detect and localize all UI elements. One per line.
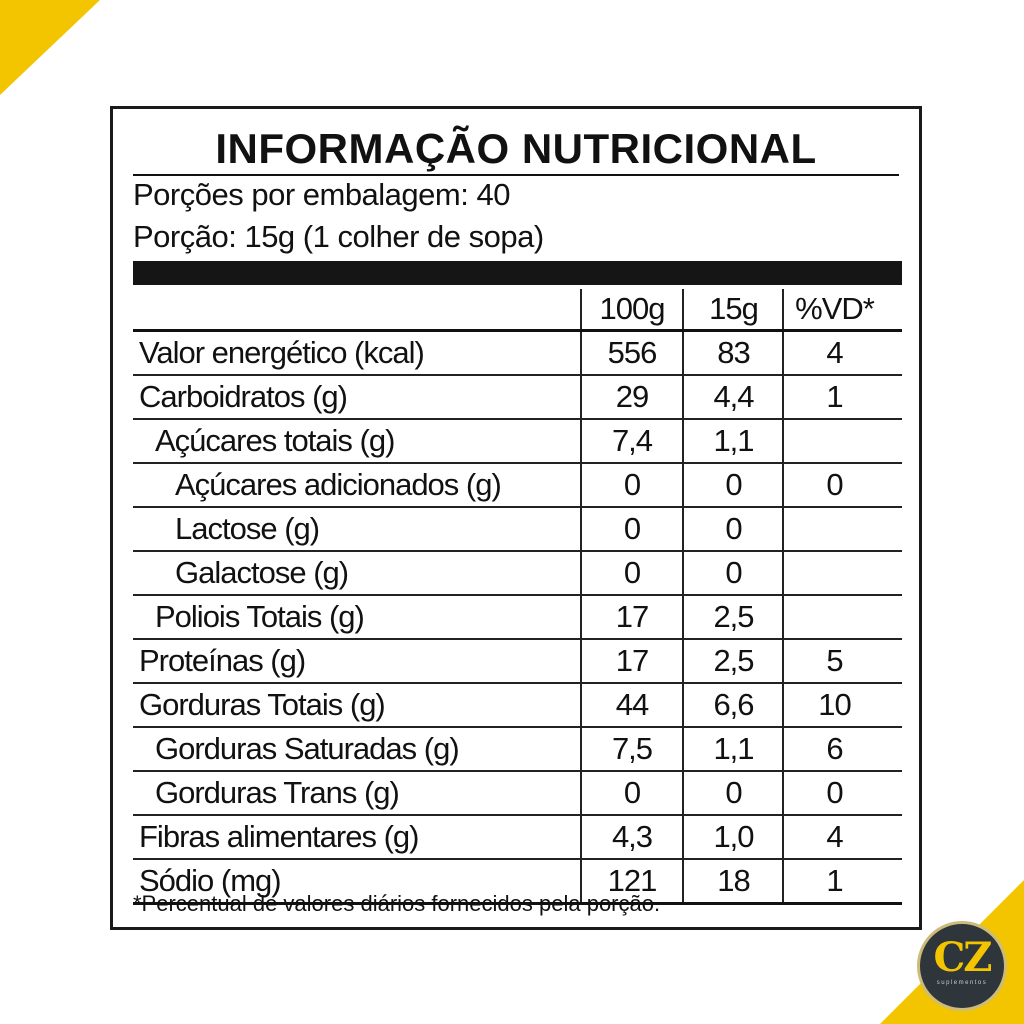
value-15g: 1,0 bbox=[682, 816, 783, 858]
value-100g: 17 bbox=[580, 640, 682, 682]
value-vd: 6 bbox=[782, 728, 885, 770]
value-vd: 4 bbox=[782, 816, 885, 858]
value-vd: 4 bbox=[782, 332, 885, 374]
table-row: Galactose (g) 0 0 bbox=[133, 552, 902, 596]
value-15g: 2,5 bbox=[682, 596, 783, 638]
value-vd: 0 bbox=[782, 772, 885, 814]
table-title: INFORMAÇÃO NUTRICIONAL bbox=[215, 125, 817, 172]
column-header-100g: 100g bbox=[580, 289, 682, 329]
nutrient-label: Fibras alimentares (g) bbox=[139, 819, 419, 854]
table-row: Poliois Totais (g) 17 2,5 bbox=[133, 596, 902, 640]
nutrient-label: Galactose (g) bbox=[175, 555, 349, 590]
table-row: Valor energético (kcal) 556 83 4 bbox=[133, 332, 902, 376]
value-vd: 10 bbox=[782, 684, 885, 726]
value-15g: 0 bbox=[682, 552, 783, 594]
nutrient-label: Valor energético (kcal) bbox=[139, 335, 425, 370]
value-15g: 18 bbox=[682, 860, 783, 902]
table-row: Fibras alimentares (g) 4,3 1,0 4 bbox=[133, 816, 902, 860]
divider bbox=[133, 174, 899, 176]
value-100g: 7,4 bbox=[580, 420, 682, 462]
servings-per-package: Porções por embalagem: 40 bbox=[133, 177, 510, 212]
value-15g: 83 bbox=[682, 332, 783, 374]
value-100g: 121 bbox=[580, 860, 682, 902]
column-header-vd: %VD* bbox=[782, 289, 885, 329]
nutrient-label: Gorduras Saturadas (g) bbox=[155, 731, 460, 766]
value-vd bbox=[782, 596, 885, 638]
table-row: Sódio (mg) 121 18 1 bbox=[133, 860, 902, 905]
logo-subtitle: suplementos bbox=[936, 980, 988, 986]
value-vd bbox=[782, 508, 885, 550]
serving-size: Porção: 15g (1 colher de sopa) bbox=[133, 219, 544, 254]
value-100g: 44 bbox=[580, 684, 682, 726]
value-15g: 1,1 bbox=[682, 728, 783, 770]
table-row: Açúcares adicionados (g) 0 0 0 bbox=[133, 464, 902, 508]
value-vd: 1 bbox=[782, 860, 885, 902]
nutrient-table: 100g 15g %VD* Valor energético (kcal) 556… bbox=[133, 289, 902, 905]
table-row: Proteínas (g) 17 2,5 5 bbox=[133, 640, 902, 684]
value-vd bbox=[782, 552, 885, 594]
value-15g: 0 bbox=[682, 772, 783, 814]
value-vd: 5 bbox=[782, 640, 885, 682]
column-header-15g: 15g bbox=[682, 289, 783, 329]
nutrient-label: Carboidratos (g) bbox=[139, 379, 348, 414]
logo-text: CZ bbox=[933, 934, 992, 981]
footnote: *Percentual de valores diários fornecido… bbox=[133, 891, 661, 916]
nutrient-label: Açúcares totais (g) bbox=[155, 423, 395, 458]
nutrition-facts-table: INFORMAÇÃO NUTRICIONAL Porções por embal… bbox=[110, 106, 922, 930]
yellow-corner-top-left bbox=[0, 0, 100, 95]
value-100g: 556 bbox=[580, 332, 682, 374]
nutrient-label: Açúcares adicionados (g) bbox=[175, 467, 502, 502]
value-15g: 1,1 bbox=[682, 420, 783, 462]
value-100g: 4,3 bbox=[580, 816, 682, 858]
value-100g: 7,5 bbox=[580, 728, 682, 770]
brand-logo: CZ suplementos bbox=[917, 921, 1007, 1011]
nutrient-label: Poliois Totais (g) bbox=[155, 599, 365, 634]
value-vd bbox=[782, 420, 885, 462]
value-100g: 0 bbox=[580, 464, 682, 506]
nutrient-label: Sódio (mg) bbox=[139, 863, 282, 898]
nutrient-label: Lactose (g) bbox=[175, 511, 320, 546]
table-row: Gorduras Saturadas (g) 7,5 1,1 6 bbox=[133, 728, 902, 772]
value-15g: 0 bbox=[682, 508, 783, 550]
table-row: Lactose (g) 0 0 bbox=[133, 508, 902, 552]
black-bar bbox=[133, 261, 902, 285]
value-15g: 4,4 bbox=[682, 376, 783, 418]
value-100g: 0 bbox=[580, 508, 682, 550]
value-15g: 2,5 bbox=[682, 640, 783, 682]
nutrient-label: Proteínas (g) bbox=[139, 643, 306, 678]
table-row: Carboidratos (g) 29 4,4 1 bbox=[133, 376, 902, 420]
nutrient-label: Gorduras Totais (g) bbox=[139, 687, 386, 722]
value-15g: 6,6 bbox=[682, 684, 783, 726]
header-row: 100g 15g %VD* bbox=[133, 289, 902, 332]
table-row: Gorduras Trans (g) 0 0 0 bbox=[133, 772, 902, 816]
nutrient-label: Gorduras Trans (g) bbox=[155, 775, 400, 810]
value-15g: 0 bbox=[682, 464, 783, 506]
table-row: Gorduras Totais (g) 44 6,6 10 bbox=[133, 684, 902, 728]
value-100g: 17 bbox=[580, 596, 682, 638]
table-row: Açúcares totais (g) 7,4 1,1 bbox=[133, 420, 902, 464]
value-vd: 0 bbox=[782, 464, 885, 506]
value-100g: 29 bbox=[580, 376, 682, 418]
value-vd: 1 bbox=[782, 376, 885, 418]
value-100g: 0 bbox=[580, 552, 682, 594]
value-100g: 0 bbox=[580, 772, 682, 814]
